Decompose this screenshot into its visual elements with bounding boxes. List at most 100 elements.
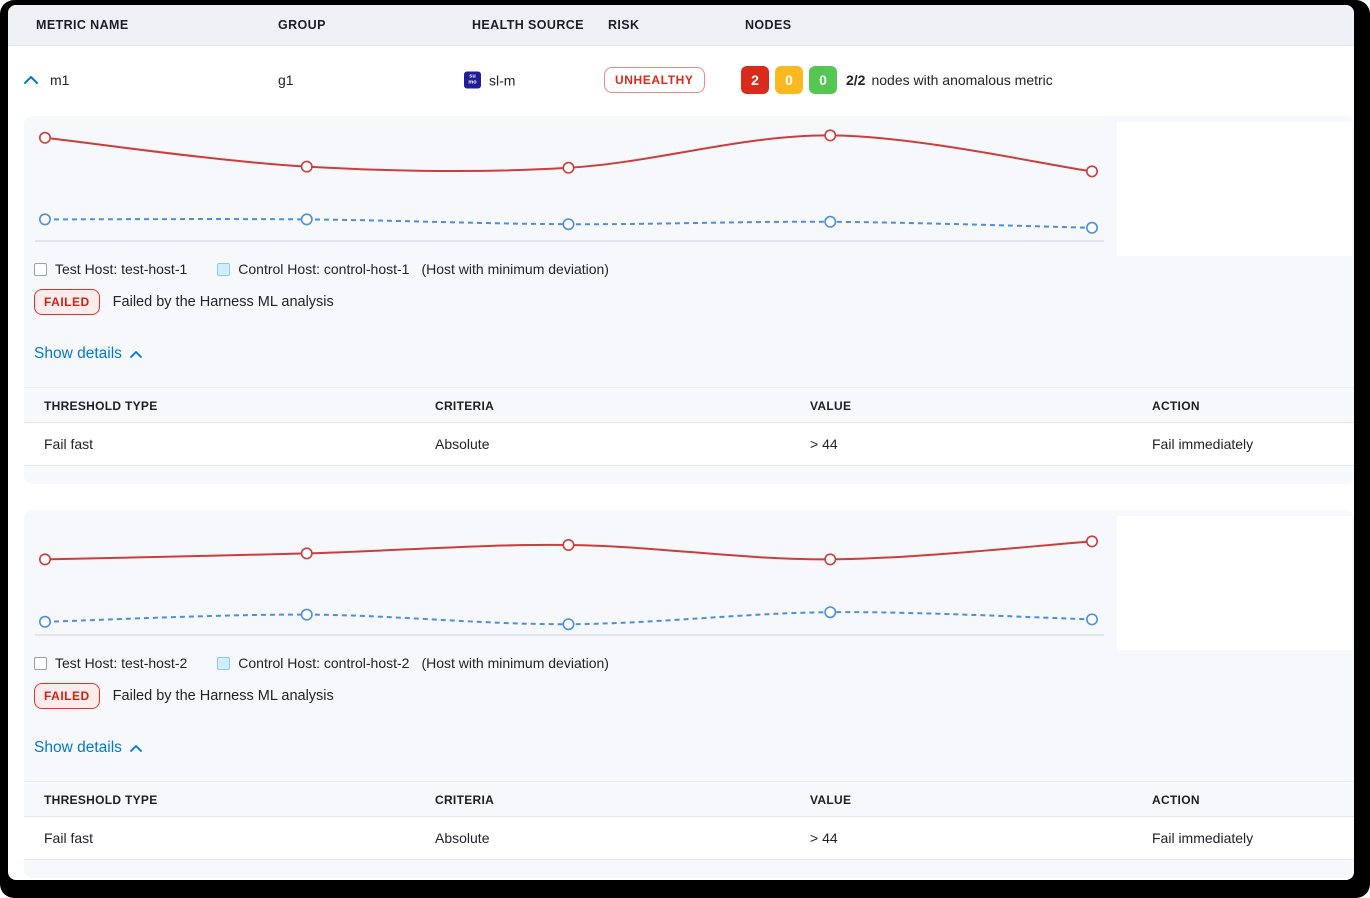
chevron-up-icon: [129, 744, 142, 752]
data-point-marker: [1086, 165, 1099, 178]
group-value: g1: [278, 72, 294, 88]
control-host-checkbox[interactable]: [217, 262, 231, 276]
threshold-table-row: Fail fast Absolute > 44 Fail immediately: [24, 816, 1354, 860]
threshold-type-cell: Fail fast: [24, 816, 415, 860]
col-threshold-type: THRESHOLD TYPE: [24, 387, 415, 423]
failed-status-badge: FAILED: [34, 288, 100, 315]
data-point-marker: [39, 615, 51, 628]
col-criteria: CRITERIA: [415, 781, 790, 817]
value-cell: > 44: [790, 816, 1132, 860]
analysis-message: Failed by the Harness ML analysis: [112, 687, 334, 704]
chart-container: [24, 116, 1354, 260]
col-criteria: CRITERIA: [415, 387, 790, 423]
risk-status-badge: UNHEALTHY: [604, 67, 705, 93]
criteria-cell: Absolute: [415, 816, 790, 860]
node-count-badges: 2 0 0: [741, 66, 837, 94]
analysis-message: Failed by the Harness ML analysis: [112, 293, 334, 310]
control-host-label: Control Host: control-host-2: [238, 655, 410, 671]
data-point-marker: [39, 131, 51, 144]
data-point-marker: [562, 618, 575, 631]
health-source-value: sl-m: [489, 72, 516, 88]
data-point-marker: [824, 215, 837, 228]
threshold-details-table: THRESHOLD TYPE CRITERIA VALUE ACTION Fai…: [24, 387, 1354, 466]
col-action: ACTION: [1132, 781, 1354, 817]
minimum-deviation-note: (Host with minimum deviation): [421, 261, 609, 277]
node-analysis-card: Test Host: test-host-2 Control Host: con…: [24, 510, 1354, 878]
data-point-marker: [300, 160, 313, 173]
control-host-checkbox[interactable]: [217, 656, 231, 670]
legend-item-test-host: Test Host: test-host-1: [34, 261, 187, 277]
timeseries-chart[interactable]: [24, 510, 1104, 655]
data-point-marker: [1086, 613, 1099, 626]
test-host-label: Test Host: test-host-1: [55, 261, 188, 277]
data-point-marker: [824, 606, 837, 619]
metric-name-value: m1: [50, 72, 70, 88]
legend-item-control-host: Control Host: control-host-1: [217, 261, 409, 277]
data-point-marker: [1086, 221, 1099, 234]
nodes-summary-text: nodes with anomalous metric: [871, 72, 1053, 88]
legend-item-test-host: Test Host: test-host-2: [34, 655, 187, 671]
col-value: VALUE: [790, 387, 1132, 423]
healthy-nodes-badge: 0: [809, 66, 837, 94]
data-point-marker: [1086, 535, 1099, 548]
value-cell: > 44: [790, 422, 1132, 466]
failed-status-badge: FAILED: [34, 682, 100, 709]
metric-row: m1 g1 su mo sl-m UNHEALTHY 2 0 0 2/2 node…: [8, 46, 1354, 114]
col-value: VALUE: [790, 781, 1132, 817]
data-point-marker: [824, 129, 837, 142]
warning-nodes-badge: 0: [775, 66, 803, 94]
show-details-link[interactable]: Show details: [24, 739, 142, 757]
data-point-marker: [300, 547, 313, 560]
chart-side-panel: [1117, 516, 1352, 650]
data-point-marker: [39, 213, 51, 226]
analysis-status-row: FAILED Failed by the Harness ML analysis: [24, 682, 1354, 709]
column-metric-name: METRIC NAME: [36, 18, 129, 32]
threshold-table-row: Fail fast Absolute > 44 Fail immediately: [24, 422, 1354, 466]
nodes-ratio: 2/2: [846, 72, 866, 88]
chart-side-panel: [1117, 122, 1352, 256]
data-point-marker: [300, 213, 313, 226]
card-bottom-padding: [24, 466, 1354, 484]
test-host-label: Test Host: test-host-2: [55, 655, 188, 671]
data-point-marker: [39, 553, 51, 566]
anomalous-nodes-badge: 2: [741, 66, 769, 94]
chart-legend: Test Host: test-host-1 Control Host: con…: [24, 260, 1354, 278]
column-nodes: NODES: [745, 18, 792, 32]
column-health-source: HEALTH SOURCE: [472, 18, 584, 32]
action-cell: Fail immediately: [1132, 816, 1354, 860]
nodes-summary: 2/2 nodes with anomalous metric: [846, 72, 1053, 88]
column-group: GROUP: [278, 18, 326, 32]
column-risk: RISK: [608, 18, 640, 32]
action-cell: Fail immediately: [1132, 422, 1354, 466]
chart-container: [24, 510, 1354, 654]
data-point-marker: [562, 161, 575, 174]
threshold-table-header: THRESHOLD TYPE CRITERIA VALUE ACTION: [24, 781, 1354, 817]
control-host-label: Control Host: control-host-1: [238, 261, 410, 277]
sumo-logic-icon: su mo: [464, 71, 481, 89]
legend-item-control-host: Control Host: control-host-2: [217, 655, 409, 671]
table-column-header: METRIC NAME GROUP HEALTH SOURCE RISK NOD…: [8, 5, 1354, 46]
col-threshold-type: THRESHOLD TYPE: [24, 781, 415, 817]
show-details-link[interactable]: Show details: [24, 345, 142, 363]
chart-legend: Test Host: test-host-2 Control Host: con…: [24, 654, 1354, 672]
node-analysis-card: Test Host: test-host-1 Control Host: con…: [24, 116, 1354, 484]
chevron-up-icon: [129, 350, 142, 358]
timeseries-chart[interactable]: [24, 116, 1104, 261]
threshold-table-header: THRESHOLD TYPE CRITERIA VALUE ACTION: [24, 387, 1354, 423]
health-source-cell: su mo sl-m: [464, 71, 516, 89]
col-action: ACTION: [1132, 387, 1354, 423]
metrics-analysis-view: METRIC NAME GROUP HEALTH SOURCE RISK NOD…: [8, 5, 1354, 880]
threshold-type-cell: Fail fast: [24, 422, 415, 466]
collapse-row-chevron-up-icon[interactable]: [24, 76, 38, 84]
minimum-deviation-note: (Host with minimum deviation): [421, 655, 609, 671]
test-host-checkbox[interactable]: [34, 656, 47, 670]
data-point-marker: [824, 553, 837, 566]
data-point-marker: [562, 218, 575, 231]
threshold-details-table: THRESHOLD TYPE CRITERIA VALUE ACTION Fai…: [24, 781, 1354, 860]
card-bottom-padding: [24, 860, 1354, 878]
test-host-checkbox[interactable]: [34, 262, 47, 276]
data-point-marker: [562, 538, 575, 551]
data-point-marker: [300, 608, 313, 621]
analysis-status-row: FAILED Failed by the Harness ML analysis: [24, 288, 1354, 315]
criteria-cell: Absolute: [415, 422, 790, 466]
